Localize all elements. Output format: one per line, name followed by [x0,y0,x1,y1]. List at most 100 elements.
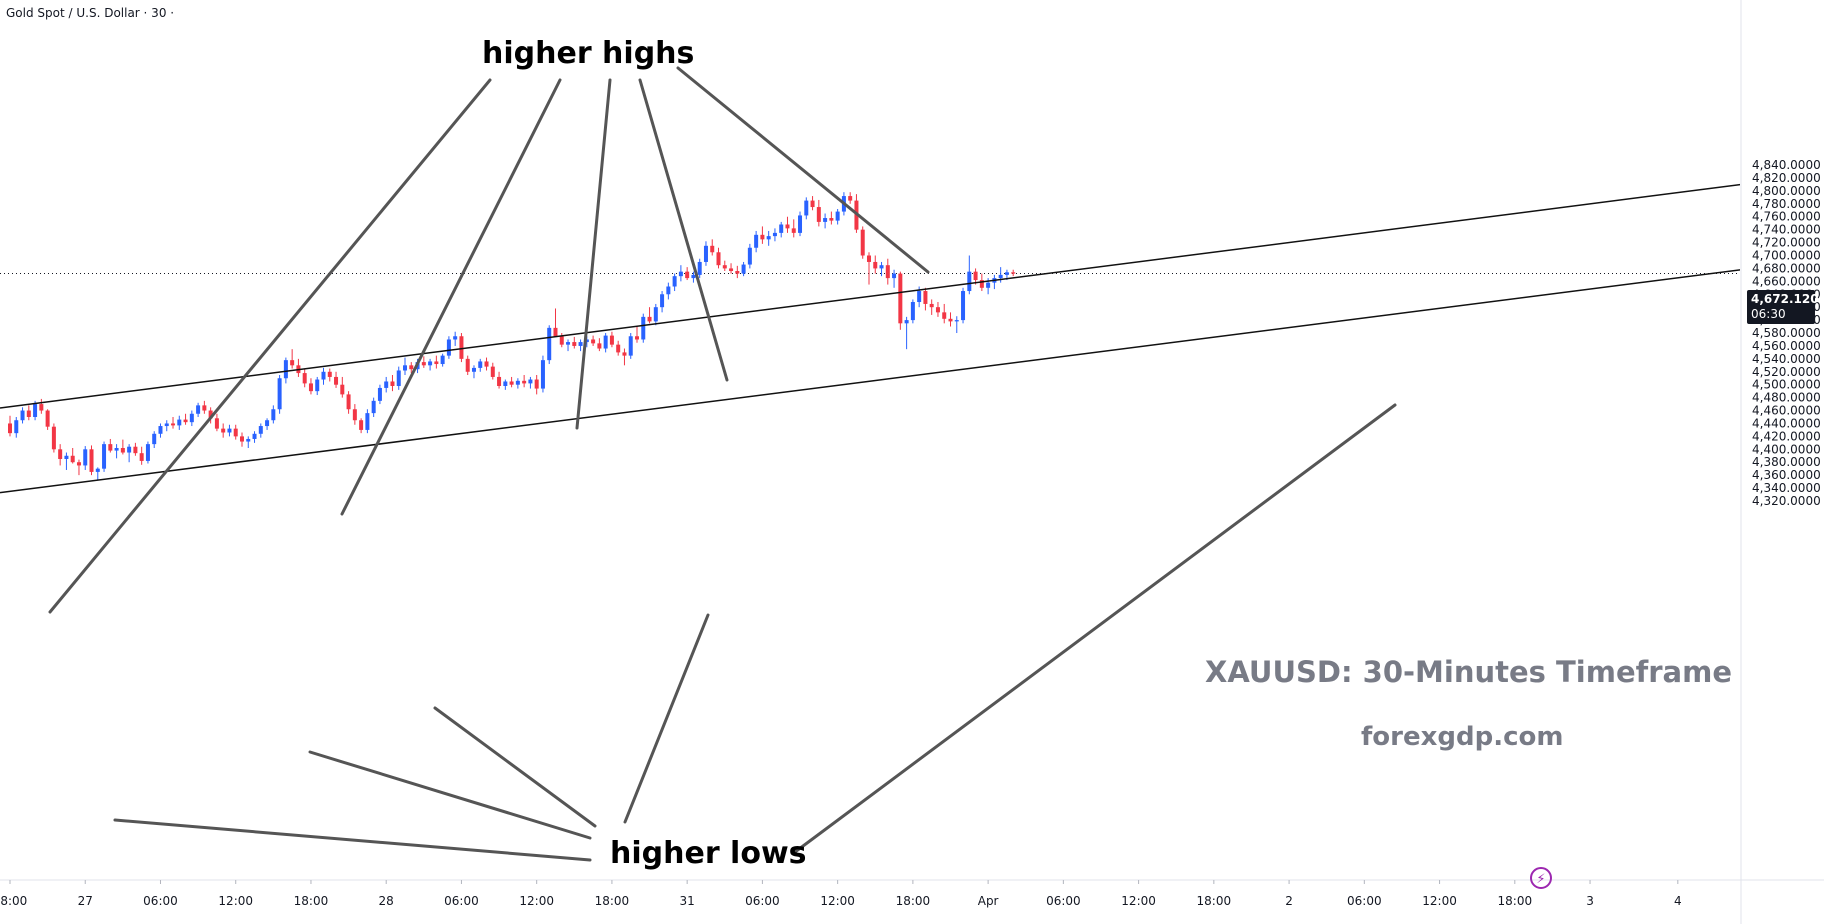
candle-up [678,265,683,282]
x-tick-label: 12:00 [218,894,253,908]
candle-body [528,379,533,384]
candle-body [208,410,213,419]
candle-up [547,325,552,365]
candle-down [1011,269,1016,277]
candle-down [635,326,639,343]
candle-body [352,409,357,421]
x-tick-label: 27 [78,894,93,908]
channel-upper-line[interactable] [0,171,1824,409]
candle-body [597,343,602,349]
candle-down [722,260,727,272]
plot-area[interactable] [0,171,1824,494]
candle-up [20,407,25,424]
candle-up [177,415,182,430]
candle-body [584,339,589,343]
candle-up [691,271,696,283]
candle-body [428,361,433,366]
candle-up [798,211,803,237]
candle-body [647,316,652,322]
candle-body [133,446,138,454]
candle-up [403,357,408,376]
candle-body [177,419,182,426]
candle-up [64,452,69,470]
candle-down [923,287,928,311]
candle-body [779,224,784,233]
candle-body [384,381,389,388]
candle-up [566,339,571,352]
candle-up [127,444,132,463]
candle-body [954,320,959,322]
candle-up [628,333,633,359]
candle-body [465,358,470,372]
candle-body [459,336,464,359]
candle-up [910,299,915,324]
candle-down [609,331,614,348]
candle-down [622,348,627,366]
candle-up [503,379,508,390]
candle-up [703,241,708,266]
candle-up [114,444,119,459]
candle-up [653,303,658,326]
candle-down [202,400,207,414]
x-tick-label: 31 [680,894,695,908]
candle-down [490,362,495,380]
candle-up [992,274,997,290]
candle-up [754,230,759,253]
x-tick-label: 06:00 [1347,894,1382,908]
lightning-bolt-icon[interactable]: ⚡ [1530,867,1552,889]
candle-up [158,423,163,438]
candle-down [866,252,871,285]
candle-down [70,448,75,464]
candle-down [710,239,715,256]
candle-body [114,448,119,451]
candle-up [14,417,19,438]
candle-down [816,199,821,227]
candle-up [772,228,777,242]
time-axis[interactable]: 18:00 27 06:00 12:00 18:00 28 06:00 12:00 18:00 3… [0,880,1682,908]
candle-body [942,312,947,319]
candle-body [835,211,840,221]
price-axis[interactable]: 4,320.00004,340.00004,360.00004,380.0000… [1752,158,1821,508]
candle-body [421,362,426,366]
candle-body [20,410,25,421]
y-tick-label: 4,360.0000 [1752,468,1821,482]
watermark-site: forexgdp.com [1361,722,1564,752]
candle-up [83,446,88,470]
candle-body [377,387,382,401]
y-tick-label: 4,480.0000 [1752,391,1821,405]
candle-up [779,221,784,238]
candle-down [685,267,690,281]
x-tick-label: 4 [1674,894,1682,908]
candle-body [866,255,871,262]
y-tick-label: 4,540.0000 [1752,352,1821,366]
candle-body [321,371,326,380]
candle-down [214,413,219,432]
x-tick-label: 18:00 [1498,894,1533,908]
candle-up [453,331,458,346]
candle-body [653,307,658,322]
candle-body [139,453,144,461]
higher-lows-pointer [113,818,592,862]
candle-body [678,271,683,277]
candle-body [1004,272,1009,275]
channel-lower-line[interactable] [0,256,1824,494]
candle-down [509,376,514,388]
candle-body [691,274,696,279]
candle-up [578,339,583,352]
candle-body [252,433,257,439]
candle-body [729,268,734,272]
candle-body [766,236,771,240]
candle-down [89,445,94,476]
candle-down [948,312,953,327]
candle-body [277,378,282,410]
higher-highs-pointer [340,78,562,516]
x-tick-label: 2 [1285,894,1293,908]
candle-body [873,261,878,269]
candle-down [785,216,790,233]
candle-up [265,418,270,430]
candle-down [829,211,834,225]
candle-down [935,302,940,317]
candle-down [522,375,527,388]
candle-body [196,405,201,414]
